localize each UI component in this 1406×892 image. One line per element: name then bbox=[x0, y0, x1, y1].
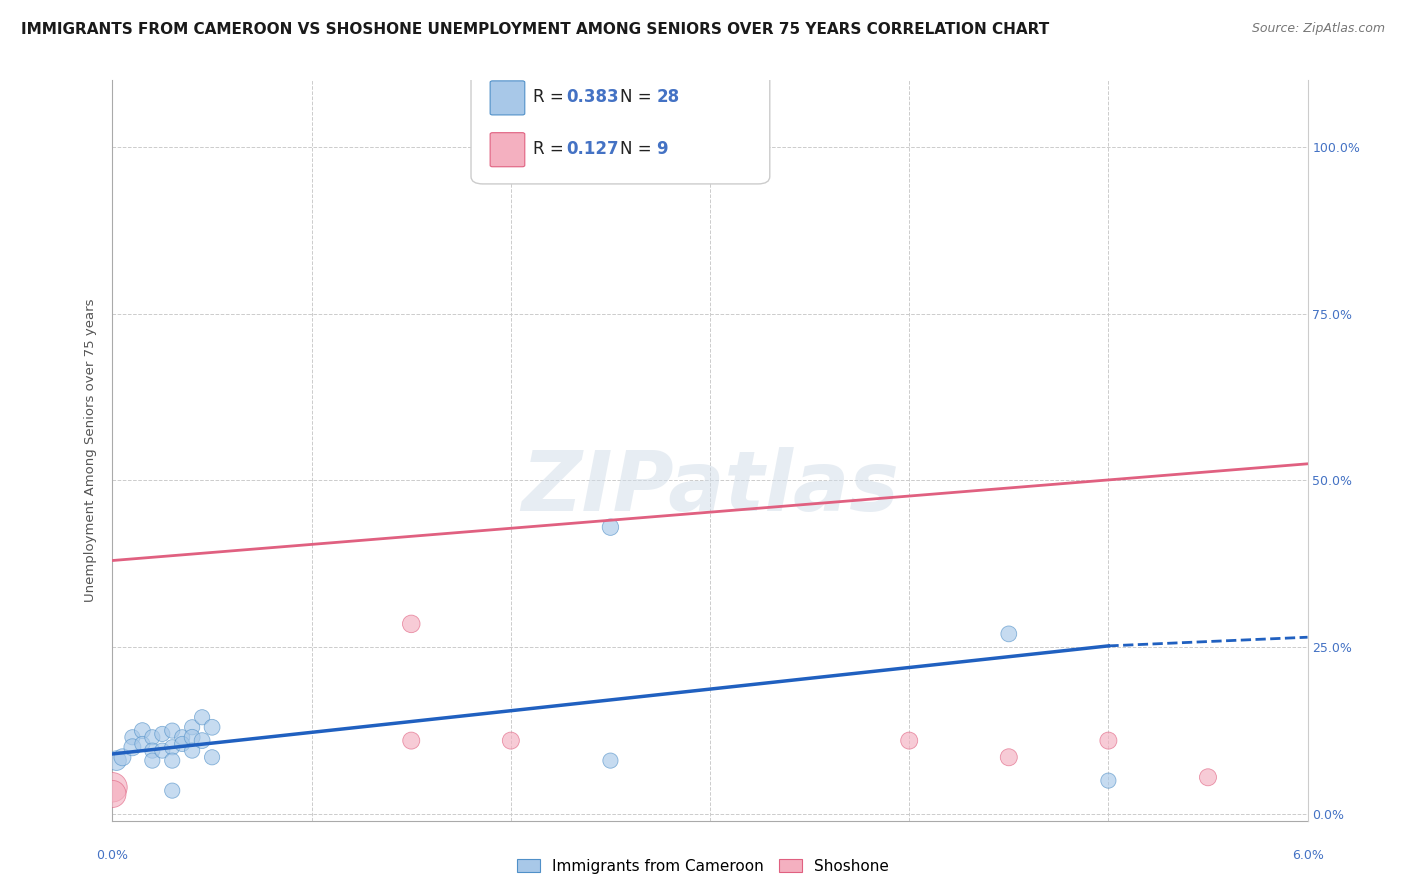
Point bbox=[1097, 733, 1119, 747]
Text: 6.0%: 6.0% bbox=[1292, 849, 1323, 862]
Point bbox=[162, 740, 183, 755]
Point bbox=[162, 783, 183, 797]
Point bbox=[599, 754, 621, 768]
Text: 0.383: 0.383 bbox=[567, 88, 619, 106]
Text: 9: 9 bbox=[657, 140, 668, 158]
Point bbox=[1097, 773, 1119, 788]
Text: 28: 28 bbox=[657, 88, 679, 106]
Point bbox=[162, 723, 183, 738]
Legend: Immigrants from Cameroon, Shoshone: Immigrants from Cameroon, Shoshone bbox=[510, 853, 896, 880]
Point bbox=[141, 731, 163, 745]
Point bbox=[898, 733, 921, 747]
Point bbox=[181, 720, 204, 734]
Point bbox=[998, 750, 1021, 764]
Point bbox=[101, 780, 124, 795]
Point bbox=[131, 737, 153, 751]
Point bbox=[101, 787, 124, 801]
Point bbox=[121, 731, 143, 745]
Text: 0.127: 0.127 bbox=[567, 140, 619, 158]
Point bbox=[191, 710, 214, 724]
Point bbox=[401, 733, 423, 747]
Point bbox=[172, 731, 194, 745]
Point bbox=[191, 733, 214, 747]
Point bbox=[105, 754, 128, 768]
Point bbox=[499, 733, 522, 747]
Point bbox=[181, 731, 204, 745]
Text: 0.0%: 0.0% bbox=[97, 849, 128, 862]
Point bbox=[111, 750, 134, 764]
Point bbox=[181, 743, 204, 757]
Text: R =: R = bbox=[533, 140, 569, 158]
Point bbox=[201, 750, 224, 764]
FancyBboxPatch shape bbox=[491, 133, 524, 167]
FancyBboxPatch shape bbox=[471, 65, 770, 184]
Point bbox=[141, 754, 163, 768]
Text: IMMIGRANTS FROM CAMEROON VS SHOSHONE UNEMPLOYMENT AMONG SENIORS OVER 75 YEARS CO: IMMIGRANTS FROM CAMEROON VS SHOSHONE UNE… bbox=[21, 22, 1049, 37]
Point bbox=[141, 743, 163, 757]
Text: ZIPatlas: ZIPatlas bbox=[522, 447, 898, 528]
Y-axis label: Unemployment Among Seniors over 75 years: Unemployment Among Seniors over 75 years bbox=[83, 299, 97, 602]
Point bbox=[599, 520, 621, 534]
Point bbox=[201, 720, 224, 734]
Text: N =: N = bbox=[620, 140, 657, 158]
Point bbox=[172, 737, 194, 751]
Text: R =: R = bbox=[533, 88, 569, 106]
Point bbox=[401, 616, 423, 631]
Point bbox=[150, 727, 173, 741]
Point bbox=[162, 754, 183, 768]
FancyBboxPatch shape bbox=[491, 81, 524, 115]
Point bbox=[131, 723, 153, 738]
Text: Source: ZipAtlas.com: Source: ZipAtlas.com bbox=[1251, 22, 1385, 36]
Point bbox=[121, 740, 143, 755]
Text: N =: N = bbox=[620, 88, 657, 106]
Point bbox=[150, 743, 173, 757]
Point bbox=[998, 627, 1021, 641]
Point bbox=[1197, 770, 1219, 784]
